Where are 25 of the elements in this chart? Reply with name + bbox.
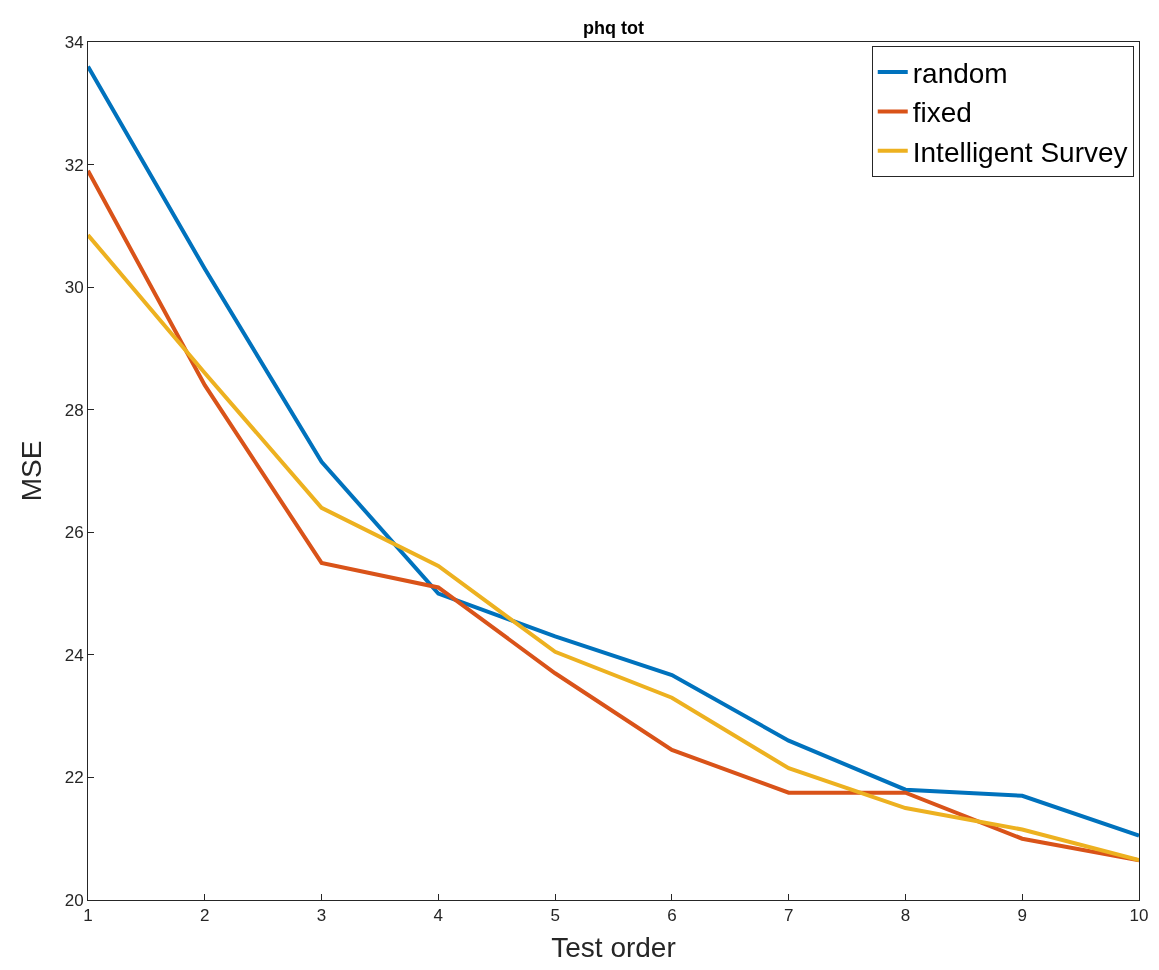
y-tick-label: 24 (64, 645, 84, 665)
chart-title: phq tot (583, 18, 644, 39)
x-tick-label: 4 (433, 906, 444, 926)
x-tick-label: 8 (900, 906, 911, 926)
y-tick-label: 32 (64, 155, 84, 175)
legend-label: fixed (912, 97, 972, 129)
y-tick-label: 20 (64, 890, 84, 910)
x-tick-label: 10 (1129, 906, 1149, 926)
y-tick-label: 30 (64, 278, 84, 298)
x-tick-label: 9 (1017, 906, 1027, 926)
x-axis-title: Test order (551, 931, 676, 963)
y-axis-title: MSE (16, 440, 48, 502)
x-tick-label: 5 (550, 906, 560, 926)
y-tick-label: 22 (64, 768, 84, 788)
x-tick-label: 1 (83, 906, 93, 926)
y-tick-label: 28 (64, 400, 84, 420)
y-tick-label: 26 (64, 523, 84, 543)
y-tick-label: 34 (64, 32, 84, 52)
x-tick-label: 3 (316, 906, 327, 926)
legend-label: Intelligent Survey (912, 136, 1128, 168)
line-series (88, 64, 1139, 838)
x-tick-label: 7 (783, 906, 794, 926)
x-tick-label: 6 (667, 906, 677, 926)
x-tick-label: 2 (200, 906, 210, 926)
legend-label: random (912, 57, 1008, 89)
